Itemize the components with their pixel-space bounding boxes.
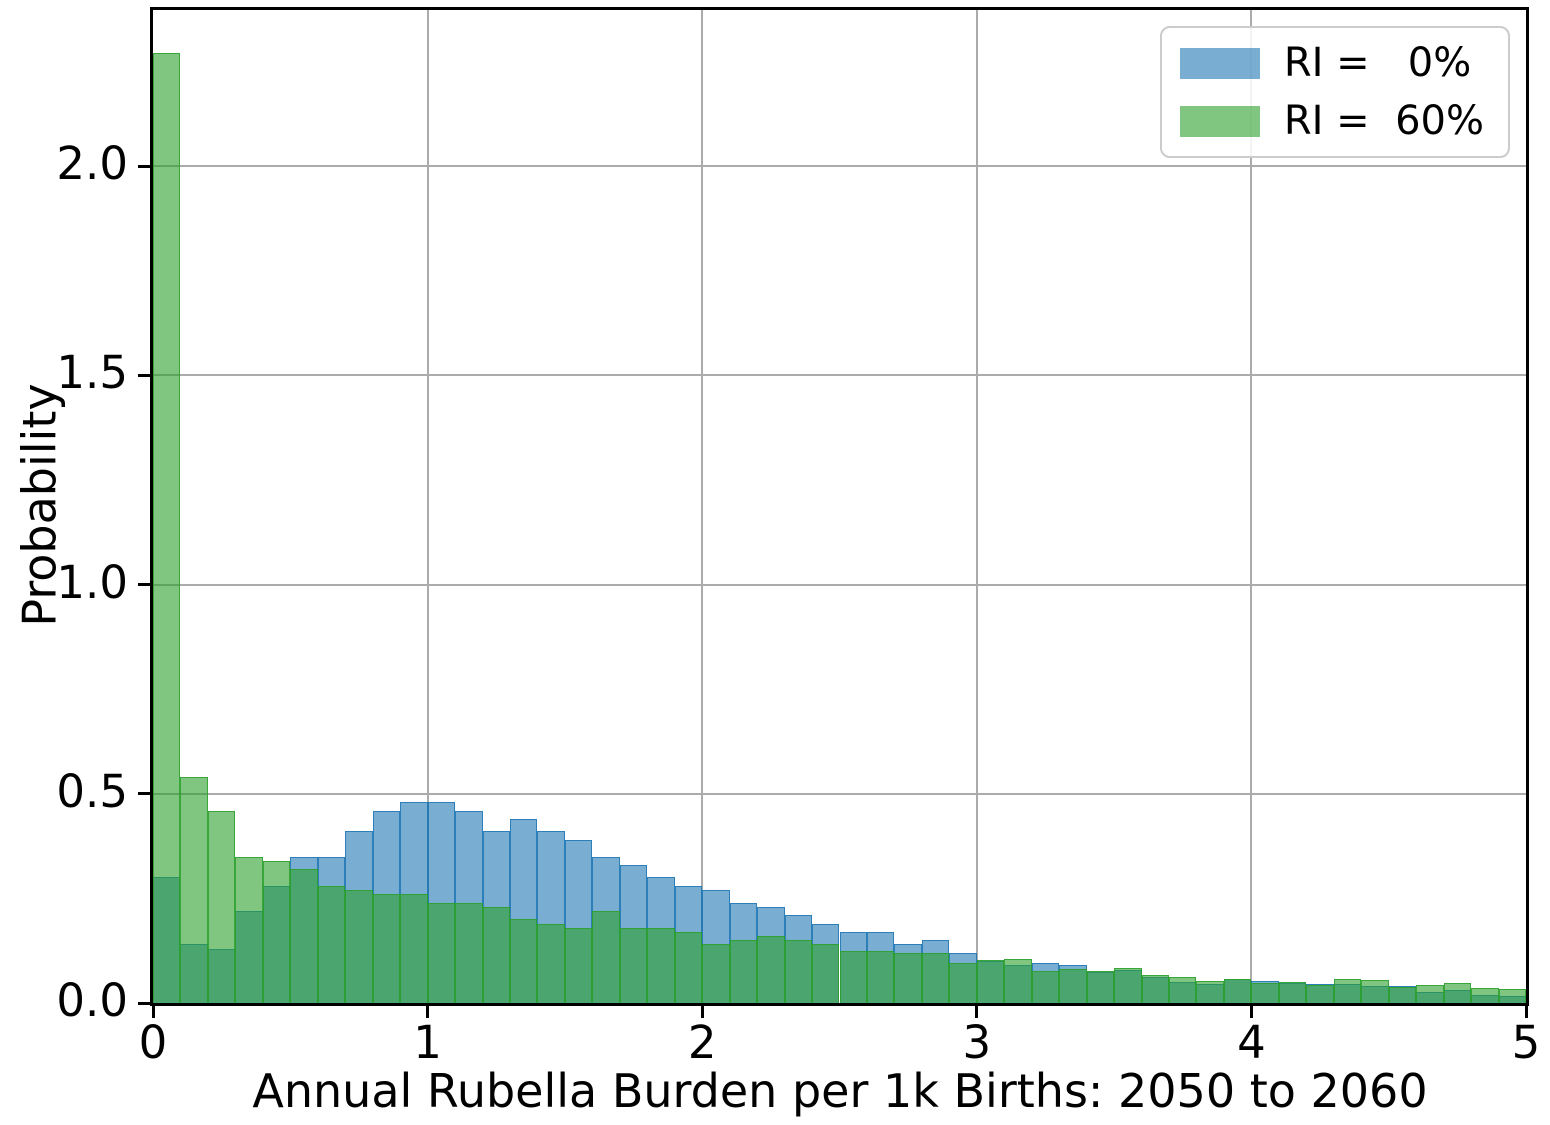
bar-series1-bin28 (921, 952, 950, 1003)
bar-series1-bin16 (592, 910, 620, 1003)
bar-series1-bin5 (290, 869, 318, 1003)
bar-series1-bin37 (1169, 976, 1197, 1003)
x-tick-label: 1 (413, 1016, 442, 1069)
bar-series1-bin38 (1196, 980, 1224, 1003)
bar-series1-bin23 (784, 940, 813, 1003)
bar-series1-bin48 (1471, 987, 1499, 1003)
x-tick-label: 2 (687, 1016, 717, 1069)
x-tick-mark (426, 1006, 430, 1018)
bar-series1-bin31 (1004, 959, 1032, 1003)
x-tick-label: 5 (1511, 1016, 1541, 1069)
bar-series1-bin33 (1059, 969, 1087, 1003)
bar-series1-bin2 (207, 810, 236, 1003)
bar-series1-bin21 (729, 940, 758, 1003)
y-tick-label: 1.0 (56, 555, 128, 609)
legend-label: RI = 60% (1283, 98, 1484, 144)
legend-entry-ri-60: RI = 60% (1179, 98, 1484, 144)
bar-series1-bin42 (1306, 985, 1334, 1003)
x-tick-mark (700, 1006, 704, 1018)
legend-entry-ri-0: RI = 0% (1179, 40, 1484, 86)
y-tick-mark (138, 1001, 150, 1005)
x-tick-mark (975, 1006, 979, 1018)
y-tick-mark (138, 164, 150, 168)
legend-label: RI = 0% (1283, 40, 1472, 86)
y-tick-label: 0.0 (56, 974, 128, 1027)
bar-series1-bin45 (1388, 987, 1417, 1003)
bar-series1-bin10 (427, 902, 456, 1003)
y-tick-mark (138, 583, 150, 587)
series-ri-60-bars (153, 10, 1526, 1003)
bar-series1-bin35 (1114, 967, 1142, 1003)
bar-series1-bin20 (702, 944, 730, 1003)
bar-series1-bin26 (866, 950, 895, 1003)
legend-swatch-green-icon (1179, 105, 1260, 137)
bar-series1-bin7 (345, 890, 373, 1003)
bar-series1-bin4 (262, 860, 291, 1003)
gridline-vertical (701, 10, 704, 1003)
bar-series1-bin32 (1031, 970, 1060, 1003)
gridline-vertical (1250, 10, 1253, 1003)
x-tick-label: 0 (138, 1016, 168, 1069)
bar-series1-bin1 (180, 777, 208, 1003)
bar-series1-bin46 (1416, 985, 1444, 1003)
x-tick-label: 3 (962, 1016, 992, 1069)
x-tick-label: 4 (1237, 1016, 1266, 1069)
gridline-horizontal (153, 792, 1526, 795)
x-tick-mark (1249, 1006, 1253, 1018)
bar-series1-bin19 (674, 931, 703, 1003)
plot-area: RI = 0% RI = 60% (150, 7, 1529, 1006)
bar-series1-bin8 (372, 894, 401, 1003)
bar-series1-bin6 (317, 885, 346, 1003)
bar-series1-bin14 (537, 923, 565, 1003)
bar-series1-bin24 (812, 944, 840, 1003)
gridline-horizontal (153, 165, 1526, 168)
bar-series1-bin34 (1086, 970, 1115, 1003)
bar-series1-bin22 (757, 936, 785, 1003)
bar-series1-bin47 (1443, 982, 1472, 1003)
legend-swatch-blue-icon (1179, 47, 1260, 79)
gridlines-layer (153, 10, 1526, 1003)
bar-series1-bin39 (1223, 979, 1252, 1003)
gridline-horizontal (153, 374, 1526, 377)
bar-series1-bin25 (839, 950, 867, 1003)
bar-series1-bin0 (153, 53, 181, 1003)
bar-series1-bin9 (400, 894, 428, 1003)
bar-series1-bin30 (976, 959, 1005, 1003)
y-tick-label: 2.0 (56, 137, 128, 191)
bar-series1-bin49 (1498, 989, 1526, 1003)
y-tick-mark (138, 792, 150, 796)
bar-series1-bin12 (482, 906, 510, 1003)
bar-series1-bin15 (564, 927, 593, 1003)
gridline-vertical (975, 10, 978, 1003)
gridline-horizontal (153, 583, 1526, 586)
y-tick-label: 1.5 (56, 346, 128, 400)
x-tick-mark (151, 1006, 155, 1018)
y-tick-mark (138, 373, 150, 377)
bar-series1-bin3 (235, 856, 263, 1003)
bar-series1-bin11 (455, 902, 483, 1003)
legend: RI = 0% RI = 60% (1159, 26, 1510, 158)
bar-series1-bin18 (647, 927, 675, 1003)
gridline-vertical (426, 10, 429, 1003)
bar-series1-bin27 (894, 952, 922, 1003)
y-tick-label: 0.5 (56, 764, 128, 818)
bar-series1-bin13 (509, 919, 538, 1003)
bar-series1-bin44 (1361, 980, 1389, 1003)
bar-series1-bin41 (1278, 982, 1307, 1003)
bar-series1-bin17 (619, 927, 648, 1003)
x-tick-mark (1524, 1006, 1528, 1018)
bar-series1-bin29 (949, 962, 977, 1003)
bar-series1-bin43 (1333, 979, 1362, 1003)
x-axis-label: Annual Rubella Burden per 1k Births: 205… (252, 1064, 1428, 1118)
bar-series1-bin40 (1251, 982, 1279, 1003)
bar-series1-bin36 (1141, 974, 1169, 1003)
